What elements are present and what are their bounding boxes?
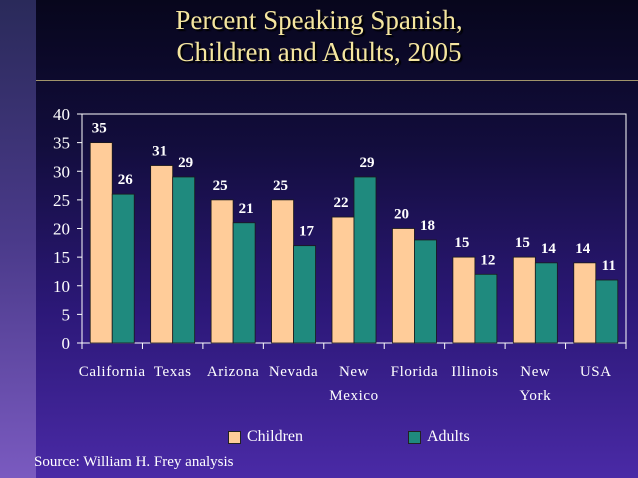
x-category-label: Texas: [154, 364, 192, 380]
legend-swatch-children: [228, 430, 241, 444]
y-tick-label: 40: [53, 105, 70, 124]
y-tick-label: 10: [53, 277, 70, 296]
y-tick-label: 0: [62, 334, 71, 353]
y-tick-label: 35: [53, 134, 70, 153]
x-category-label: New: [520, 364, 550, 380]
source-note: Source: William H. Frey analysis: [34, 454, 234, 470]
chart-title-line-2: Children and Adults, 2005: [176, 37, 462, 67]
bar-children: [331, 216, 355, 344]
bar-children: [452, 256, 476, 344]
bar-adults: [414, 239, 437, 344]
bar-adults: [353, 176, 377, 344]
x-category-label: Nevada: [269, 364, 318, 380]
y-tick-label: 30: [53, 162, 70, 181]
y-tick-label: 5: [62, 305, 71, 324]
x-category-label: Florida: [391, 364, 439, 380]
data-label-adults: 26: [118, 172, 134, 188]
y-tick-label: 25: [53, 191, 70, 210]
left-decorative-band: [0, 0, 36, 478]
legend-item-adults: Adults: [408, 428, 470, 446]
chart-title: Percent Speaking Spanish, Children and A…: [0, 4, 638, 68]
bar-children: [392, 228, 415, 344]
y-tick-label: 20: [53, 220, 70, 239]
data-label-children: 15: [515, 235, 530, 251]
bar-adults: [293, 245, 316, 344]
bar-children: [512, 256, 536, 344]
bar-adults: [232, 222, 256, 344]
bar-adults: [172, 176, 196, 344]
bar-children: [271, 199, 294, 344]
data-label-children: 35: [92, 121, 107, 137]
data-label-adults: 21: [239, 201, 254, 217]
bar-children: [573, 262, 597, 344]
bar-adults: [474, 273, 498, 344]
data-label-children: 31: [152, 144, 167, 160]
x-category-label: Mexico: [329, 388, 378, 404]
x-category-label: York: [519, 388, 551, 404]
legend-item-children: Children: [228, 428, 303, 446]
data-label-adults: 18: [420, 218, 435, 234]
data-label-children: 25: [273, 178, 288, 194]
bar-children: [210, 199, 234, 344]
bar-adults: [111, 193, 135, 344]
data-label-adults: 11: [602, 258, 616, 274]
data-label-children: 15: [454, 235, 469, 251]
data-label-children: 14: [575, 241, 591, 257]
legend: Children Adults: [0, 428, 638, 448]
bar-adults: [534, 262, 558, 344]
x-category-label: Illinois: [451, 364, 498, 380]
bar-children: [89, 142, 113, 344]
legend-label-adults: Adults: [427, 428, 470, 445]
bar-adults: [595, 279, 619, 344]
legend-label-children: Children: [247, 428, 303, 445]
x-category-label: Arizona: [207, 364, 260, 380]
data-label-adults: 17: [299, 224, 315, 240]
data-label-adults: 29: [178, 155, 193, 171]
data-label-children: 25: [213, 178, 228, 194]
bar-children: [150, 165, 174, 344]
chart-title-line-1: Percent Speaking Spanish,: [175, 5, 463, 35]
x-category-label: USA: [580, 364, 612, 380]
data-label-children: 22: [334, 195, 349, 211]
data-label-children: 20: [394, 207, 409, 223]
y-tick-label: 15: [53, 248, 70, 267]
x-category-label: New: [339, 364, 369, 380]
data-label-adults: 12: [480, 252, 495, 268]
legend-swatch-adults: [408, 430, 421, 444]
data-label-adults: 14: [541, 241, 557, 257]
title-divider: [36, 80, 638, 81]
data-label-adults: 29: [360, 155, 375, 171]
x-category-label: California: [79, 364, 146, 380]
